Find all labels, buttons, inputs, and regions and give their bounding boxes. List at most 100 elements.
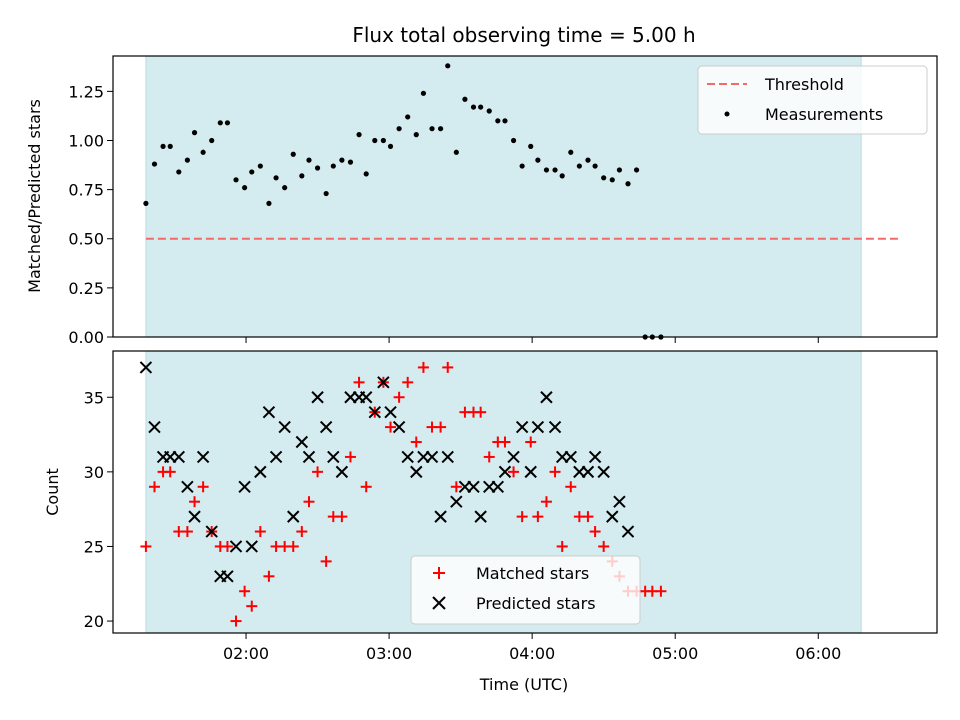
- measurement-point: [535, 157, 541, 163]
- bottom-y-axis-label: Count: [43, 468, 62, 516]
- measurement-point: [323, 190, 329, 197]
- matched-star-point: [239, 585, 251, 597]
- matched-star-point: [435, 421, 447, 433]
- measurement-point: [543, 167, 550, 173]
- matched-star-point: [540, 496, 552, 508]
- y-tick-label: 20: [84, 612, 104, 631]
- measurement-point: [568, 149, 574, 155]
- predicted-star-point: [188, 510, 201, 523]
- measurement-point: [601, 175, 607, 181]
- matched-star-point: [263, 570, 275, 582]
- predicted-marker-b: [188, 510, 201, 523]
- predicted-marker-b: [335, 465, 349, 479]
- measurement-point: [380, 137, 386, 144]
- matched-star-point: [508, 466, 520, 478]
- predicted-star-point: [441, 450, 454, 464]
- measurement-point: [453, 149, 459, 155]
- matched-star-point: [336, 511, 348, 523]
- predicted-marker-b: [229, 540, 243, 553]
- predicted-star-point: [588, 450, 602, 464]
- matched-star-point: [246, 600, 258, 612]
- predicted-marker-b: [319, 420, 333, 434]
- predicted-star-point: [148, 420, 161, 434]
- predicted-marker-b: [238, 480, 251, 493]
- predicted-marker-b: [221, 570, 234, 583]
- chart-title: Flux total observing time = 5.00 h: [352, 23, 695, 47]
- measurement-point: [233, 177, 239, 183]
- bottom-x-axis-ticks: 02:00 03:00 04:00 05:00 06:00: [223, 633, 841, 663]
- top-legend: Threshold Measurements: [697, 65, 928, 135]
- measurement-point: [429, 126, 435, 132]
- legend-matched-label: Matched stars: [476, 564, 589, 583]
- matched-star-point: [589, 526, 601, 538]
- predicted-marker-b: [606, 510, 619, 523]
- measurement-point: [502, 118, 508, 124]
- matched-star-point: [320, 555, 332, 567]
- matched-star-point: [450, 481, 462, 493]
- matched-star-point: [296, 526, 308, 538]
- predicted-star-point: [507, 450, 520, 464]
- measurement-point: [363, 171, 369, 177]
- matched-star-point: [516, 511, 528, 523]
- predicted-star-point: [278, 420, 291, 434]
- bottom-legend-box: [410, 555, 641, 625]
- matched-star-point: [417, 361, 429, 373]
- matched-star-point: [148, 481, 160, 493]
- matched-star-point: [402, 376, 414, 388]
- measurement-point: [519, 163, 525, 169]
- predicted-star-point: [245, 540, 258, 553]
- predicted-marker-b: [245, 540, 258, 553]
- predicted-star-point: [401, 450, 414, 464]
- predicted-star-point: [434, 510, 447, 523]
- matched-star-point: [525, 436, 537, 448]
- measurement-point: [143, 200, 149, 206]
- matched-star-point: [410, 436, 422, 448]
- matched-star-point: [312, 466, 324, 478]
- measurement-point: [396, 126, 402, 132]
- matched-star-point: [181, 526, 193, 538]
- predicted-star-point: [621, 525, 635, 538]
- matched-star-point: [442, 361, 454, 373]
- measurement-point: [592, 163, 598, 169]
- predicted-star-point: [613, 495, 626, 508]
- predicted-marker-b: [205, 525, 218, 538]
- predicted-marker-b: [360, 391, 373, 404]
- predicted-star-point: [540, 391, 553, 404]
- measurement-point: [314, 165, 321, 171]
- top-x-axis-ticks: [245, 337, 819, 343]
- predicted-star-point: [196, 450, 210, 464]
- measurement-point: [528, 143, 534, 149]
- predicted-marker-b: [392, 420, 406, 434]
- predicted-stars-points: [139, 361, 635, 583]
- y-tick-label: 1.25: [68, 82, 104, 101]
- y-tick-label: 30: [84, 463, 104, 482]
- y-tick-label: 0.75: [68, 181, 104, 200]
- y-tick-label: 0.50: [68, 230, 104, 249]
- predicted-marker-b: [302, 450, 316, 464]
- matched-star-point: [565, 481, 577, 493]
- measurement-point: [184, 157, 190, 163]
- predicted-star-point: [205, 525, 218, 538]
- measurement-point: [217, 120, 223, 126]
- measurement-point: [242, 185, 248, 191]
- predicted-star-point: [491, 480, 505, 493]
- matched-star-point: [483, 451, 495, 463]
- predicted-star-point: [384, 405, 397, 419]
- predicted-marker-b: [498, 465, 512, 479]
- matched-star-point: [475, 406, 487, 418]
- predicted-marker-b: [287, 510, 300, 523]
- measurement-point: [478, 104, 484, 110]
- predicted-marker-b: [548, 420, 562, 434]
- matched-star-point: [385, 421, 397, 433]
- matched-star-point: [360, 481, 372, 493]
- measurement-point: [552, 167, 558, 173]
- predicted-star-point: [302, 450, 316, 464]
- predicted-marker-b: [597, 465, 610, 479]
- measurement-point: [249, 169, 255, 175]
- predicted-marker-b: [311, 391, 324, 404]
- measurement-point: [609, 177, 615, 183]
- predicted-star-point: [311, 391, 324, 404]
- legend-threshold-label: Threshold: [764, 75, 844, 94]
- predicted-star-point: [368, 405, 381, 419]
- measurement-point: [510, 137, 517, 144]
